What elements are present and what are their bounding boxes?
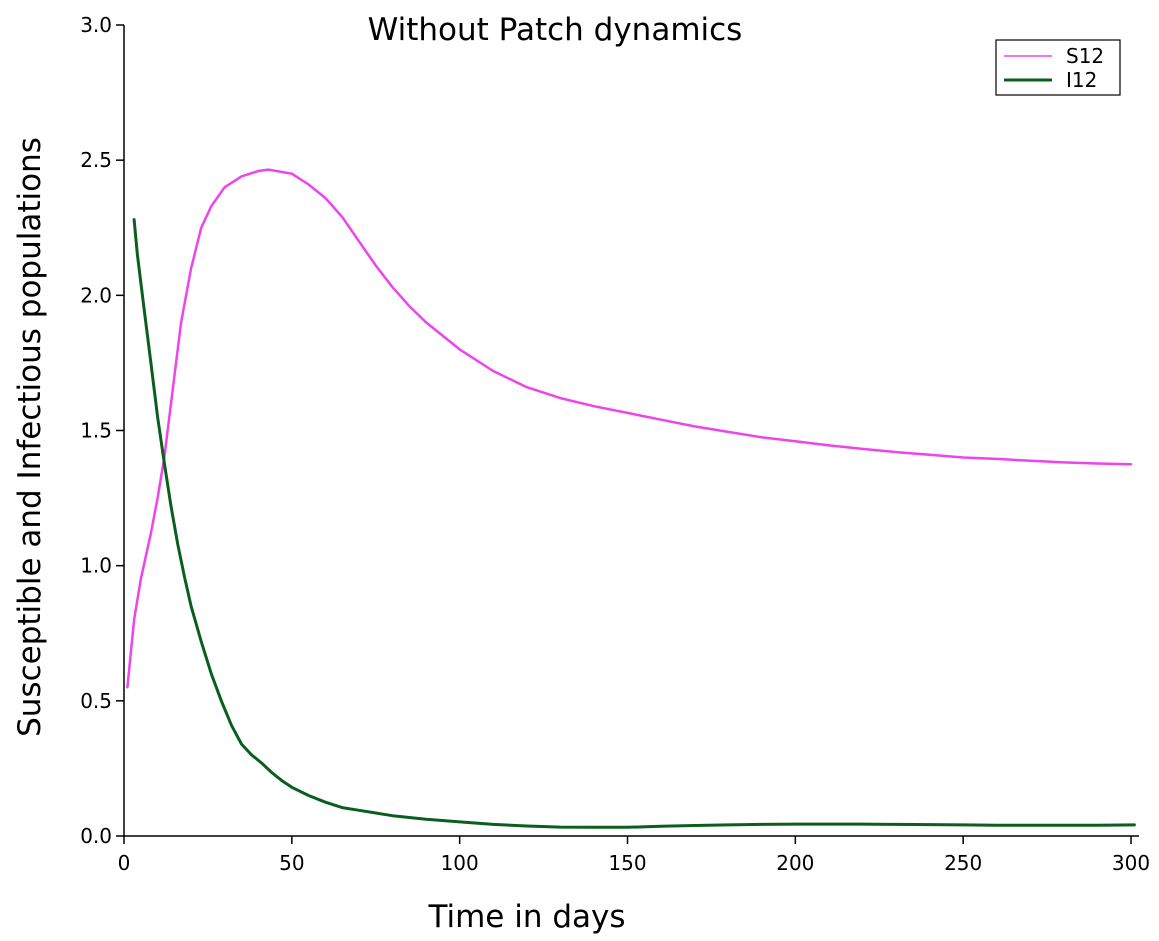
y-tick-label: 1.5 xyxy=(80,419,112,443)
axes: 0.0 0.5 1.0 1.5 2.0 2.5 3.0 0 50 100 150 200 250 300 xyxy=(80,13,1150,875)
legend-label: S12 xyxy=(1066,44,1104,68)
legend-box xyxy=(995,39,1121,96)
y-tick-label: 3.0 xyxy=(80,13,112,37)
y-tick-label: 2.5 xyxy=(80,148,112,172)
x-axis-label: Time in days xyxy=(427,899,625,935)
x-tick-label: 100 xyxy=(441,851,479,875)
chart-title: Without Patch dynamics xyxy=(368,12,743,48)
x-tick-label: 50 xyxy=(279,851,304,875)
x-tick-label: 300 xyxy=(1112,851,1150,875)
y-tick-label: 0.0 xyxy=(80,824,112,848)
series-line-s12 xyxy=(126,168,1133,689)
x-tick-label: 250 xyxy=(944,851,982,875)
x-tick-label: 150 xyxy=(608,851,646,875)
y-axis-label: Susceptible and Infectious populations xyxy=(12,137,48,737)
legend-label: I12 xyxy=(1066,68,1097,92)
x-tick-label: 200 xyxy=(776,851,814,875)
y-tick-label: 2.0 xyxy=(80,283,112,307)
series-line-i12 xyxy=(132,218,1136,829)
y-tick-label: 1.0 xyxy=(80,554,112,578)
y-tick-label: 0.5 xyxy=(80,689,112,713)
series-layer xyxy=(126,168,1136,829)
x-tick-label: 0 xyxy=(118,851,131,875)
